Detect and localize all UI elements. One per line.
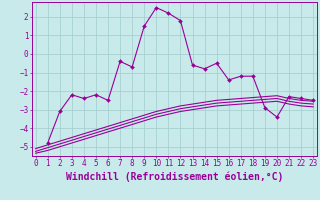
X-axis label: Windchill (Refroidissement éolien,°C): Windchill (Refroidissement éolien,°C) — [66, 171, 283, 182]
